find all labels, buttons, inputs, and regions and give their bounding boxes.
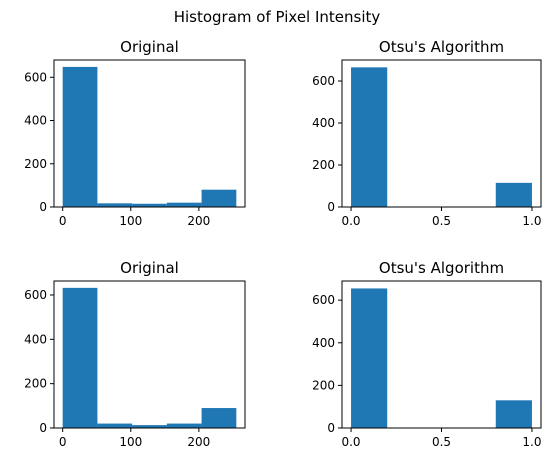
- subplot-3-bar-1: [62, 287, 98, 428]
- subplot-1-bar-3: [132, 203, 167, 207]
- figure-title: Histogram of Pixel Intensity: [173, 8, 381, 26]
- subplot-2-bar-5: [495, 182, 532, 207]
- subplot-3-xtick-label-3: 200: [187, 435, 210, 449]
- subplot-1-ytick-label-2: 200: [24, 157, 47, 171]
- subplot-4-bar-5: [495, 400, 532, 428]
- subplot-1-bar-5: [201, 189, 237, 207]
- subplot-3-ytick-label-4: 600: [24, 288, 47, 302]
- subplot-3-bar-4: [166, 423, 202, 428]
- subplot-4-ytick-label-1: 0: [327, 421, 335, 435]
- subplot-3-ytick-label-2: 200: [24, 377, 47, 391]
- subplot-1-frame: [53, 59, 246, 208]
- subplot-1-ytick-label-3: 400: [24, 114, 47, 128]
- subplot-3-ytick-label-1: 0: [39, 421, 47, 435]
- subplot-1-bar-4: [166, 202, 202, 207]
- subplot-1-bar-1: [62, 66, 98, 207]
- subplot-1-xtick-label-3: 200: [187, 214, 210, 228]
- subplot-4-title: Otsu's Algorithm: [379, 259, 504, 277]
- subplot-4-bar-1: [351, 288, 388, 428]
- subplot-4-ytick-label-3: 400: [312, 336, 335, 350]
- subplot-4-xtick-label-1: 0.0: [341, 435, 360, 449]
- subplot-3-ytick-label-3: 400: [24, 332, 47, 346]
- subplot-3-bar-3: [132, 425, 167, 428]
- subplot-4-ytick-label-2: 200: [312, 378, 335, 392]
- subplot-2-ytick-label-3: 400: [312, 116, 335, 130]
- subplot-1-xtick-label-2: 100: [119, 214, 142, 228]
- subplot-1-title: Original: [120, 38, 179, 56]
- subplot-4-xtick-label-2: 0.5: [432, 435, 451, 449]
- subplot-2-xtick-label-3: 1.0: [522, 214, 541, 228]
- subplot-2-bar-1: [351, 67, 388, 207]
- subplot-3-xtick-label-2: 100: [119, 435, 142, 449]
- subplot-1-bar-2: [97, 203, 133, 207]
- subplot-3-frame: [53, 280, 246, 429]
- subplot-2-title: Otsu's Algorithm: [379, 38, 504, 56]
- subplot-2-ytick-label-1: 0: [327, 200, 335, 214]
- subplot-2-ytick-label-4: 600: [312, 74, 335, 88]
- subplot-3-xtick-label-1: 0: [59, 435, 67, 449]
- subplot-4-ytick-label-4: 600: [312, 293, 335, 307]
- subplot-3-bar-2: [97, 423, 133, 428]
- subplot-1-ytick-label-1: 0: [39, 200, 47, 214]
- subplot-2-ytick-label-2: 200: [312, 158, 335, 172]
- subplot-4-xtick-label-3: 1.0: [522, 435, 541, 449]
- subplot-2-xtick-label-1: 0.0: [341, 214, 360, 228]
- subplot-3-bar-5: [201, 408, 237, 428]
- subplot-2-xtick-label-2: 0.5: [432, 214, 451, 228]
- subplot-1-xtick-label-1: 0: [59, 214, 67, 228]
- subplot-3-title: Original: [120, 259, 179, 277]
- subplot-1-ytick-label-4: 600: [24, 70, 47, 84]
